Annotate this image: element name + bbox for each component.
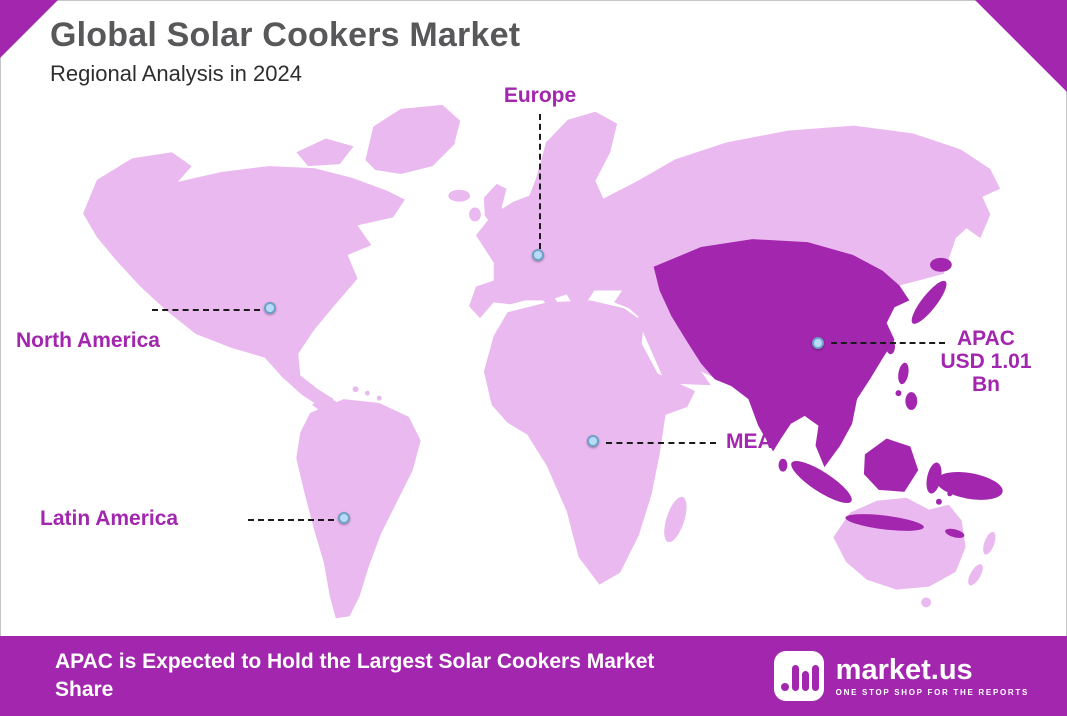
brand-logo: market.us ONE STOP SHOP FOR THE REPORTS xyxy=(773,651,1029,701)
latin-america-leader-line xyxy=(248,519,334,521)
ireland-shape xyxy=(469,207,481,222)
brand-tagline: ONE STOP SHOP FOR THE REPORTS xyxy=(835,687,1029,697)
java-shape xyxy=(845,514,924,531)
brand-icon xyxy=(773,651,824,701)
new-zealand-shape xyxy=(983,531,996,555)
north-america-shape xyxy=(83,152,405,409)
north-america-marker xyxy=(264,302,276,314)
page-title: Global Solar Cookers Market xyxy=(50,16,521,54)
corner-accent-top-right xyxy=(975,0,1067,92)
latin-america-label: Latin America xyxy=(40,507,179,530)
australia-shape xyxy=(833,497,966,590)
japan-shape xyxy=(911,280,947,324)
latin-america-marker xyxy=(338,512,350,524)
apac-marker xyxy=(812,337,824,349)
philippines-shape xyxy=(898,362,909,385)
philippines-shape xyxy=(905,392,918,410)
world-map xyxy=(83,104,1003,619)
apac-callout: APAC USD 1.01 Bn xyxy=(938,327,1034,396)
brand-text: market.us ONE STOP SHOP FOR THE REPORTS xyxy=(835,653,1029,697)
header: Global Solar Cookers Market Regional Ana… xyxy=(50,16,520,87)
footer-note: APAC is Expected to Hold the Largest Sol… xyxy=(55,649,655,701)
mea-label: MEA xyxy=(726,430,773,453)
sumatra-shape xyxy=(791,460,852,504)
arctic-islands-shape xyxy=(296,138,354,167)
south-america-shape xyxy=(296,399,421,619)
caribbean-island xyxy=(364,390,370,396)
japan-hokkaido-shape xyxy=(930,257,952,272)
mea-marker xyxy=(587,435,599,447)
europe-leader-line xyxy=(539,114,541,249)
iceland-shape xyxy=(448,189,471,202)
page-subtitle: Regional Analysis in 2024 xyxy=(50,61,302,86)
borneo-shape xyxy=(863,438,919,492)
sulawesi-shape xyxy=(926,462,942,494)
greenland-shape xyxy=(365,104,461,174)
apac-value: USD 1.01 Bn xyxy=(940,350,1032,397)
caribbean-island xyxy=(376,395,382,401)
timor-shape xyxy=(945,528,965,538)
brand-name: market.us xyxy=(835,653,973,686)
europe-label: Europe xyxy=(503,84,577,107)
caribbean-island xyxy=(352,386,359,393)
sri-lanka-shape xyxy=(778,458,788,472)
corner-accent-top-left xyxy=(0,0,58,58)
apac-leader-line xyxy=(831,342,945,344)
north-america-leader-line xyxy=(152,309,260,311)
new-guinea-shape xyxy=(936,472,1003,500)
madagascar-shape xyxy=(664,496,687,543)
north-america-label: North America xyxy=(16,329,160,352)
tasmania-shape xyxy=(921,597,932,608)
moluccas-shape xyxy=(935,498,942,505)
mea-leader-line xyxy=(606,442,716,444)
footer-bar: APAC is Expected to Hold the Largest Sol… xyxy=(0,636,1067,716)
hainan-shape xyxy=(852,370,862,380)
europe-marker xyxy=(532,249,544,261)
philippines-shape xyxy=(895,390,902,397)
new-zealand-shape xyxy=(968,564,983,586)
apac-label: APAC xyxy=(957,327,1015,350)
moluccas-shape xyxy=(947,491,953,497)
region-apac-shape xyxy=(653,239,910,468)
